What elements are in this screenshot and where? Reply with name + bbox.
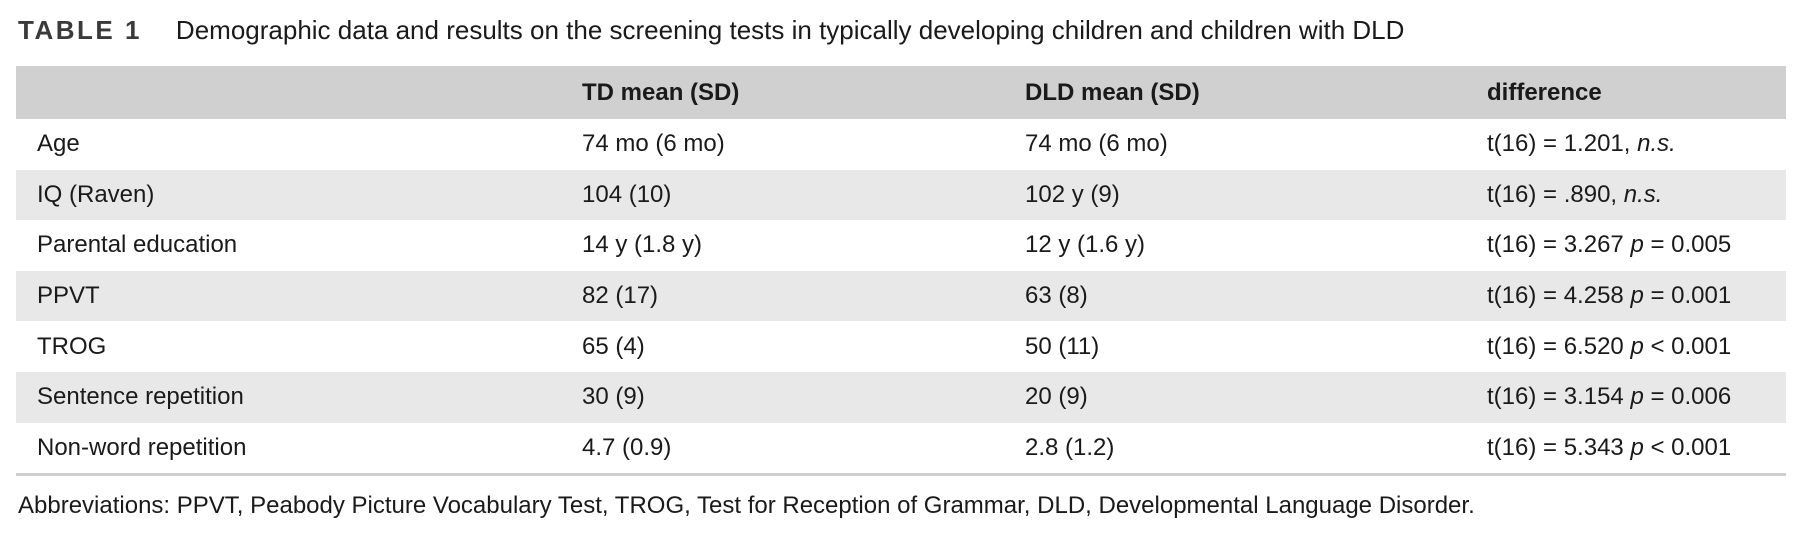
measure-cell: PPVT <box>37 282 100 310</box>
difference-stat: t(16) = 1.201, <box>1487 130 1631 158</box>
difference-p-value: < 0.001 <box>1650 433 1732 461</box>
table-header-row: TD mean (SD) DLD mean (SD) difference <box>16 66 1786 119</box>
measure-cell: Sentence repetition <box>37 383 244 411</box>
table-row: Non-word repetition 4.7 (0.9) 2.8 (1.2) … <box>16 423 1786 474</box>
difference-cell: t(16) = 1.201, n.s. <box>1471 130 1786 158</box>
difference-p-symbol: p <box>1630 383 1644 411</box>
difference-p-value: = 0.005 <box>1650 231 1732 259</box>
table-row: TROG 65 (4) 50 (11) t(16) = 6.520 p < 0.… <box>16 321 1786 372</box>
td-cell: 82 (17) <box>582 282 659 310</box>
table-title: Demographic data and results on the scre… <box>175 14 1405 45</box>
measure-cell: IQ (Raven) <box>37 180 155 208</box>
header-dld-mean: DLD mean (SD) <box>1025 78 1200 106</box>
dld-cell: 74 mo (6 mo) <box>1025 130 1168 158</box>
header-td-mean: TD mean (SD) <box>582 78 740 106</box>
table-label: TABLE 1 <box>18 14 142 45</box>
difference-p-value: = 0.001 <box>1650 282 1732 310</box>
difference-stat: t(16) = 3.267 <box>1487 231 1624 259</box>
difference-p-symbol: p <box>1630 433 1644 461</box>
table-row: Sentence repetition 30 (9) 20 (9) t(16) … <box>16 371 1786 423</box>
td-cell: 4.7 (0.9) <box>582 433 672 461</box>
td-cell: 74 mo (6 mo) <box>582 130 725 158</box>
table-row: IQ (Raven) 104 (10) 102 y (9) t(16) = .8… <box>16 169 1786 221</box>
table-caption: TABLE 1 Demographic data and results on … <box>18 10 1404 50</box>
difference-stat: t(16) = 4.258 <box>1487 282 1624 310</box>
difference-stat: t(16) = 5.343 <box>1487 433 1624 461</box>
measure-cell: Non-word repetition <box>37 433 247 461</box>
difference-cell: t(16) = .890, n.s. <box>1471 181 1786 209</box>
difference-stat: t(16) = .890, <box>1487 180 1618 208</box>
difference-cell: t(16) = 3.154 p = 0.006 <box>1471 383 1786 411</box>
table-row: Parental education 14 y (1.8 y) 12 y (1.… <box>16 220 1786 271</box>
table-row: Age 74 mo (6 mo) 74 mo (6 mo) t(16) = 1.… <box>16 119 1786 170</box>
td-cell: 14 y (1.8 y) <box>582 231 703 259</box>
dld-cell: 50 (11) <box>1025 332 1100 360</box>
difference-cell: t(16) = 4.258 p = 0.001 <box>1471 282 1786 310</box>
table-row: PPVT 82 (17) 63 (8) t(16) = 4.258 p = 0.… <box>16 270 1786 322</box>
td-cell: 104 (10) <box>582 180 672 208</box>
table-footnote: Abbreviations: PPVT, Peabody Picture Voc… <box>18 492 1475 519</box>
demographic-table: TD mean (SD) DLD mean (SD) difference Ag… <box>16 66 1786 477</box>
difference-cell: t(16) = 5.343 p < 0.001 <box>1471 434 1786 462</box>
dld-cell: 102 y (9) <box>1025 180 1120 208</box>
td-cell: 65 (4) <box>582 332 645 360</box>
dld-cell: 20 (9) <box>1025 383 1088 411</box>
difference-cell: t(16) = 6.520 p < 0.001 <box>1471 333 1786 361</box>
difference-cell: t(16) = 3.267 p = 0.005 <box>1471 231 1786 259</box>
dld-cell: 2.8 (1.2) <box>1025 433 1115 461</box>
difference-p-value: n.s. <box>1623 180 1663 208</box>
difference-p-symbol: p <box>1630 231 1644 259</box>
td-cell: 30 (9) <box>582 383 645 411</box>
difference-stat: t(16) = 6.520 <box>1487 332 1624 360</box>
dld-cell: 12 y (1.6 y) <box>1025 231 1146 259</box>
measure-cell: Age <box>37 130 80 158</box>
difference-p-value: n.s. <box>1637 130 1676 158</box>
difference-p-value: < 0.001 <box>1650 332 1732 360</box>
header-difference: difference <box>1487 78 1602 106</box>
difference-p-value: = 0.006 <box>1650 383 1732 411</box>
measure-cell: Parental education <box>37 231 238 259</box>
difference-p-symbol: p <box>1630 282 1644 310</box>
difference-p-symbol: p <box>1630 332 1644 360</box>
difference-stat: t(16) = 3.154 <box>1487 383 1624 411</box>
measure-cell: TROG <box>37 332 107 360</box>
dld-cell: 63 (8) <box>1025 282 1088 310</box>
